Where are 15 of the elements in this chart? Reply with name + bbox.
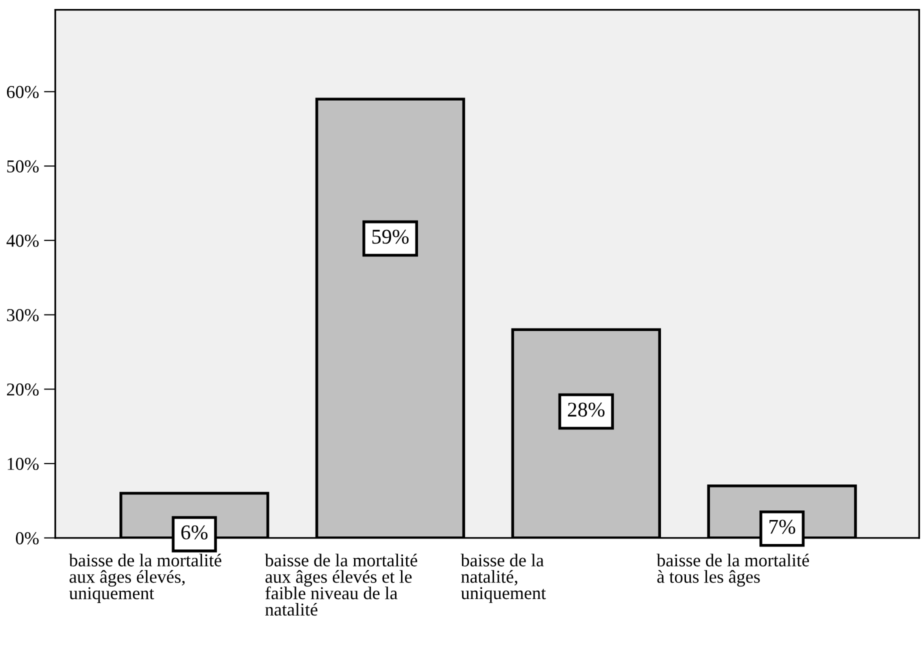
x-tick-label: baisse de la mortalité à tous les âges xyxy=(656,554,809,587)
data-label: 28% xyxy=(568,402,605,417)
y-tick-label: 50% xyxy=(7,160,39,173)
x-tick-label: baisse de la mortalité aux âges élevés, uniquement xyxy=(68,554,222,603)
y-tick-label: 40% xyxy=(6,234,39,247)
data-label: 7% xyxy=(770,520,796,534)
y-tick-label: 10% xyxy=(8,458,39,470)
x-tick-label: baisse de la mortalité aux âges élevés et le faible niveau de la natalité xyxy=(264,554,418,616)
y-tick-label: 30% xyxy=(7,309,39,322)
data-label: 59% xyxy=(372,230,409,244)
data-label: 6% xyxy=(181,525,208,540)
y-tick-label: 60% xyxy=(6,86,39,98)
y-tick-label: 0% xyxy=(16,532,39,544)
x-tick-label: baisse de la natalité, uniquement xyxy=(460,554,546,603)
y-tick-label: 20% xyxy=(6,383,39,396)
